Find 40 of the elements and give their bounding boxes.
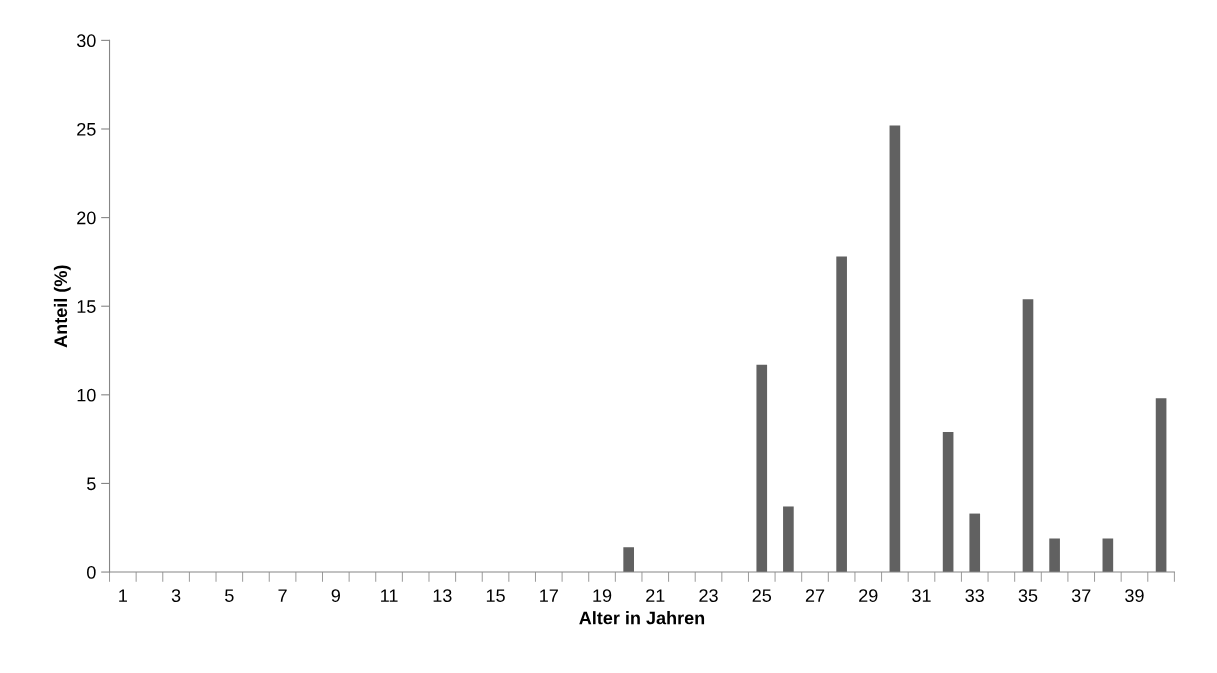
- y-tick-label: 25: [77, 122, 96, 136]
- x-tick-label: 17: [540, 589, 558, 602]
- x-tick-label: 35: [1018, 589, 1038, 602]
- x-tick-label: 39: [1125, 589, 1144, 602]
- x-tick-label: 27: [805, 589, 825, 602]
- bar: [889, 125, 901, 573]
- y-tick-label: 5: [87, 477, 96, 491]
- bar: [783, 506, 794, 573]
- x-tick-label: 9: [331, 589, 340, 602]
- x-tick-label: 21: [646, 589, 665, 602]
- x-tick-label: 15: [486, 589, 505, 602]
- bar: [756, 364, 768, 573]
- x-tick-label: 3: [171, 589, 181, 602]
- y-tick-label: 0: [87, 565, 96, 579]
- x-tick-label: 23: [699, 589, 718, 602]
- y-tick-label: 10: [77, 388, 96, 402]
- x-tick-label: 19: [593, 589, 612, 602]
- y-tick-label: 15: [77, 300, 96, 313]
- x-axis-title: Alter in Jahren: [579, 611, 705, 625]
- bar: [836, 256, 847, 573]
- x-tick-label: 5: [225, 589, 234, 602]
- bar: [1155, 398, 1167, 573]
- x-tick-label: 11: [381, 589, 398, 602]
- bar: [623, 547, 634, 573]
- x-tick-label: 7: [278, 589, 287, 602]
- x-tick-label: 13: [433, 589, 452, 602]
- y-tick-label: 20: [77, 211, 96, 225]
- x-tick-label: 37: [1071, 589, 1091, 602]
- x-tick-label: 1: [119, 589, 127, 602]
- x-tick-label: 33: [965, 589, 984, 602]
- bar: [942, 432, 954, 573]
- x-tick-label: 25: [752, 589, 772, 602]
- y-axis-title: Anteil (%): [53, 265, 71, 348]
- bar: [1049, 538, 1060, 573]
- y-tick-label: 30: [76, 34, 96, 48]
- bar: [1102, 538, 1114, 573]
- bar: [1022, 299, 1034, 573]
- x-tick-label: 29: [859, 589, 878, 602]
- x-tick-label: 31: [912, 589, 931, 602]
- bar: [969, 513, 981, 573]
